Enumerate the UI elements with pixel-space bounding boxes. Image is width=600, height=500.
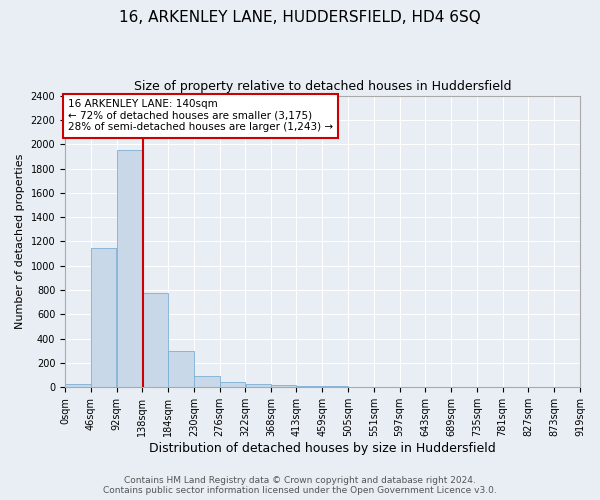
Bar [348, 386, 374, 388]
Bar [271, 385, 296, 388]
Bar [322, 386, 348, 388]
Bar [65, 384, 91, 388]
Bar [194, 376, 220, 388]
Bar [142, 292, 168, 388]
Bar [117, 150, 142, 388]
Text: 16 ARKENLEY LANE: 140sqm
← 72% of detached houses are smaller (3,175)
28% of sem: 16 ARKENLEY LANE: 140sqm ← 72% of detach… [68, 99, 333, 132]
Y-axis label: Number of detached properties: Number of detached properties [15, 154, 25, 329]
Bar [245, 384, 271, 388]
Title: Size of property relative to detached houses in Huddersfield: Size of property relative to detached ho… [134, 80, 511, 93]
Text: 16, ARKENLEY LANE, HUDDERSFIELD, HD4 6SQ: 16, ARKENLEY LANE, HUDDERSFIELD, HD4 6SQ [119, 10, 481, 25]
Bar [91, 248, 116, 388]
Bar [168, 351, 194, 388]
Bar [296, 386, 322, 388]
Text: Contains HM Land Registry data © Crown copyright and database right 2024.
Contai: Contains HM Land Registry data © Crown c… [103, 476, 497, 495]
X-axis label: Distribution of detached houses by size in Huddersfield: Distribution of detached houses by size … [149, 442, 496, 455]
Bar [220, 382, 245, 388]
